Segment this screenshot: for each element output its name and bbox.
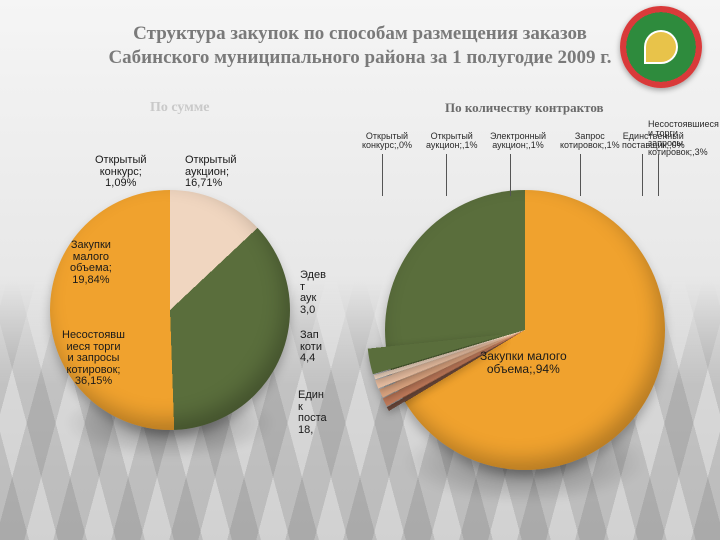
chart-b-subtitle: По количеству контрактов xyxy=(445,100,604,116)
chart-b-top-label: Открытый конкурс;,0% xyxy=(362,132,412,151)
chart-b-side-label: Несостоявшиеся и торги запросы котировок… xyxy=(648,120,719,158)
chart-a-slice-label: Един к поста 18, xyxy=(298,390,327,436)
chart-b-top-label: Запрос котировок;,1% xyxy=(560,132,620,151)
leader-line xyxy=(580,154,581,196)
chart-a-slice-label: Закупки малого объема; 19,84% xyxy=(70,240,112,286)
leader-line xyxy=(510,154,511,196)
chart-b-top-label: Открытый аукцион;,1% xyxy=(426,132,478,151)
chart-a-slice-label: Открытый конкурс; 1,09% xyxy=(95,155,147,190)
leader-line xyxy=(658,154,659,196)
leader-line xyxy=(382,154,383,196)
page-title: Структура закупок по способам размещения… xyxy=(0,22,720,70)
chart-b-slice-label: Закупки малого объема;,94% xyxy=(480,350,567,375)
chart-a-slice-label: Эдев т аук 3,0 xyxy=(300,270,326,316)
title-line1: Структура закупок по способам размещения… xyxy=(0,22,720,46)
chart-a-slice-label: Несостоявш иеся торги и запросы котирово… xyxy=(62,330,125,388)
leader-line xyxy=(642,154,643,196)
chart-a-slice-label: Зап коти 4,4 xyxy=(300,330,322,365)
chart-b-pie xyxy=(385,190,665,470)
chart-a-pie xyxy=(50,190,290,430)
title-line2: Сабинского муниципального района за 1 по… xyxy=(0,46,720,70)
chart-b-top-label: Электронный аукцион;,1% xyxy=(490,132,546,151)
leader-line xyxy=(446,154,447,196)
chart-a-slice-label: Открытый аукцион; 16,71% xyxy=(185,155,237,190)
chart-a-subtitle: По сумме xyxy=(150,100,210,116)
region-emblem xyxy=(620,6,702,88)
